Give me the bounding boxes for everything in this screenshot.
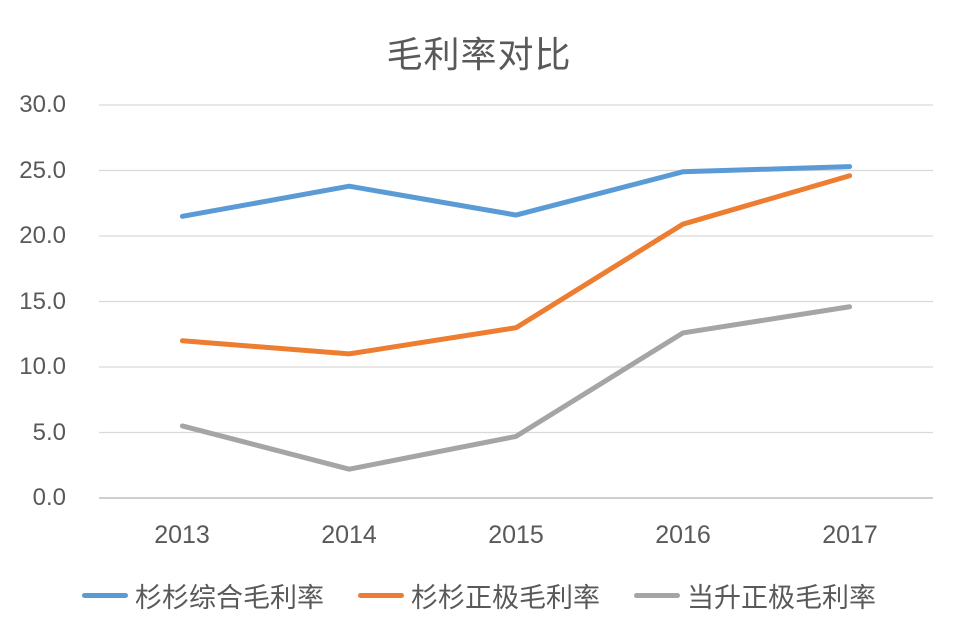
series-line-1	[179, 173, 853, 357]
chart-legend: 杉杉综合毛利率 杉杉正极毛利率 当升正极毛利率	[0, 576, 958, 615]
legend-item: 杉杉正极毛利率	[358, 576, 600, 615]
series-line-0	[179, 164, 853, 219]
legend-item: 当升正极毛利率	[634, 576, 876, 615]
legend-line-swatch-icon	[82, 593, 128, 598]
y-tick-label: 0.0	[32, 484, 66, 511]
x-tick-label: 2014	[321, 521, 377, 549]
legend-item: 杉杉综合毛利率	[82, 576, 324, 615]
x-tick-label: 2016	[655, 521, 711, 549]
legend-label: 杉杉正极毛利率	[411, 583, 600, 613]
series-line-2	[179, 304, 853, 472]
legend-label: 杉杉综合毛利率	[135, 583, 324, 613]
y-tick-label: 10.0	[19, 353, 66, 380]
x-tick-label: 2015	[488, 521, 544, 549]
legend-line-swatch-icon	[634, 593, 680, 598]
x-tick-label: 2013	[154, 521, 210, 549]
x-tick-label: 2017	[822, 521, 878, 549]
chart-title: 毛利率对比	[386, 34, 572, 75]
y-tick-label: 25.0	[19, 157, 66, 184]
y-tick-label: 20.0	[19, 222, 66, 249]
legend-line-swatch-icon	[358, 593, 404, 598]
y-tick-label: 15.0	[19, 288, 66, 315]
y-tick-label: 5.0	[32, 419, 66, 446]
legend-label: 当升正极毛利率	[687, 583, 876, 613]
y-tick-label: 30.0	[19, 91, 66, 118]
